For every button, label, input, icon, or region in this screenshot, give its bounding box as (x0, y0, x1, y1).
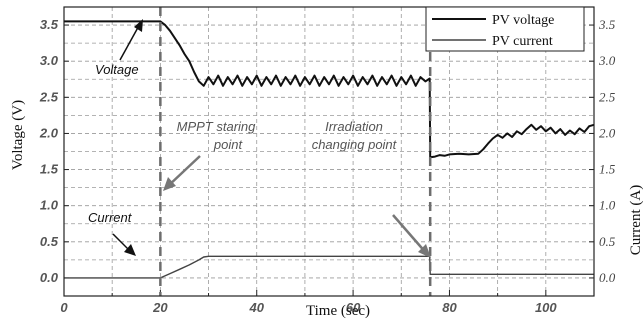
x-tick-label: 0 (60, 300, 68, 315)
annotation-irradiation-line1: Irradiation (325, 119, 383, 134)
y-tick-label-right: 2.0 (599, 125, 616, 140)
y-tick-label-right: 0.0 (599, 270, 616, 285)
arrow-irradiation (392, 214, 428, 255)
y-tick-label-left: 3.5 (40, 17, 59, 32)
y-tick-label-left: 1.0 (40, 198, 59, 213)
x-tick-labels: 0 20 40 60 80 100 (60, 300, 557, 315)
y-tick-label-left: 2.5 (39, 89, 59, 104)
legend-label-pv-voltage: PV voltage (492, 13, 554, 28)
y-tick-label-left: 3.0 (40, 53, 59, 68)
x-tick-label: 60 (346, 300, 361, 315)
event-markers (159, 7, 432, 296)
legend-label-pv-current: PV current (492, 34, 553, 49)
axis-ticks (63, 24, 595, 296)
annotation-irradiation-line2: changing point (312, 137, 398, 152)
x-axis-title: Time (sec) (306, 303, 370, 319)
y-tick-label-right: 3.0 (598, 53, 616, 68)
y-axis-title-left: Voltage (V) (10, 100, 26, 170)
annotations: Voltage Current MPPT staring point Irrad… (88, 19, 431, 258)
plot-frame (63, 6, 595, 297)
y-tick-label-left: 1.5 (40, 162, 59, 177)
arrowhead-mppt (163, 177, 176, 191)
annotation-voltage: Voltage (95, 62, 139, 77)
arrowhead-voltage (134, 19, 143, 32)
x-tick-label: 40 (248, 300, 264, 315)
annotation-current: Current (88, 210, 133, 225)
y-tick-labels-left: 0.0 0.5 1.0 1.5 2.0 2.5 3.0 3.5 (39, 17, 59, 285)
y-tick-label-left: 0.5 (40, 234, 59, 249)
y-tick-label-right: 0.5 (599, 234, 616, 249)
arrowhead-current (124, 244, 136, 256)
arrow-mppt (166, 155, 201, 188)
y-tick-labels-right: 0.0 0.5 1.0 1.5 2.0 2.5 3.0 3.5 (598, 17, 616, 285)
y-tick-label-left: 2.0 (39, 125, 59, 140)
x-tick-label: 20 (152, 300, 168, 315)
annotation-mppt-line1: MPPT staring (177, 119, 257, 134)
y-tick-label-left: 0.0 (40, 270, 59, 285)
y-tick-label-right: 1.0 (599, 198, 616, 213)
legend: PV voltage PV current (425, 6, 585, 52)
y-tick-label-right: 3.5 (598, 17, 616, 32)
series-line-pv-voltage (64, 20, 595, 159)
x-tick-label: 100 (535, 300, 557, 315)
annotation-mppt-line2: point (213, 137, 244, 152)
y-tick-label-right: 1.5 (599, 162, 616, 177)
series-layer (64, 20, 595, 279)
series-line-pv-current (64, 255, 594, 279)
y-axis-title-right: Current (A) (628, 185, 643, 255)
y-tick-label-right: 2.5 (599, 89, 616, 104)
x-tick-label: 80 (442, 300, 457, 315)
arrowhead-irradiation (418, 244, 431, 258)
legend-box (425, 6, 585, 52)
